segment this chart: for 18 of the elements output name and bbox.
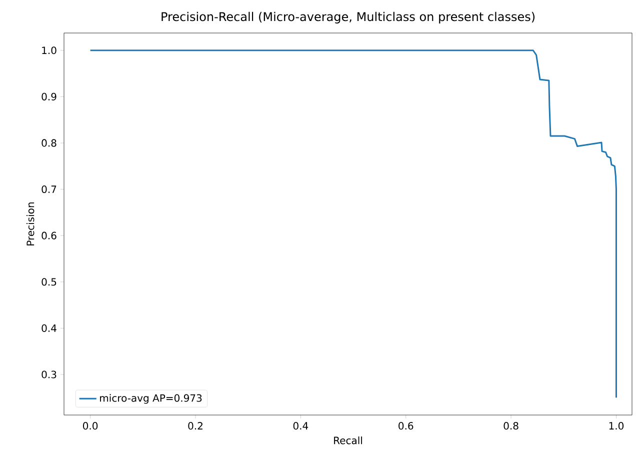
- x-tick-label: 0.8: [504, 422, 518, 430]
- y-tick-label: 0.4: [42, 324, 56, 332]
- y-tick-label: 0.6: [42, 232, 56, 240]
- y-tick-label: 0.5: [42, 278, 56, 286]
- legend-label: micro-avg AP=0.973: [100, 394, 202, 404]
- x-tick-label: 0.6: [398, 422, 414, 430]
- x-axis-title: Recall: [334, 436, 362, 444]
- y-tick-label: 0.9: [42, 92, 56, 100]
- y-tick-label: 0.8: [42, 139, 56, 147]
- y-tick-label: 0.7: [42, 185, 56, 194]
- x-tick-label: 0.4: [293, 422, 308, 430]
- y-tick-label: 0.3: [42, 370, 56, 378]
- y-axis-title: Precision: [26, 202, 34, 246]
- x-tick-label: 1.0: [609, 422, 624, 430]
- y-tick-label: 1.0: [42, 46, 56, 54]
- x-tick-label: 0.2: [188, 422, 202, 430]
- x-tick-label: 0.0: [83, 422, 98, 430]
- chart-title: Precision-Recall (Micro-average, Multiclass on present classes): [162, 12, 535, 24]
